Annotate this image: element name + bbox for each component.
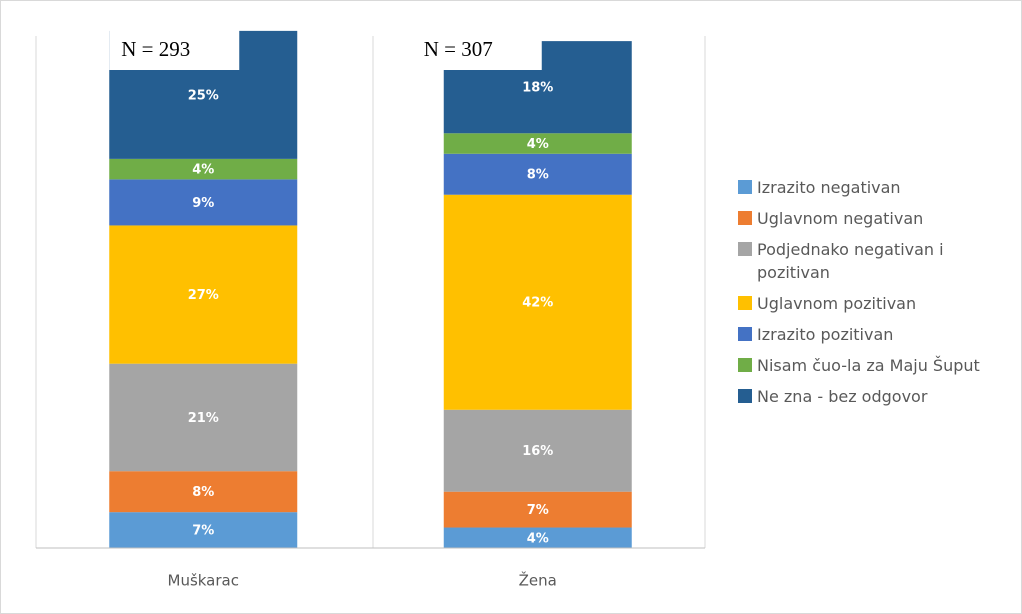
legend-label: Podjednako negativan i pozitivan — [757, 240, 944, 282]
legend-label: Izrazito pozitivan — [757, 325, 894, 344]
bar-segment — [443, 409, 632, 492]
data-label: 25% — [188, 88, 219, 103]
data-label: 18% — [522, 81, 553, 96]
legend-swatch — [738, 389, 752, 403]
bar-segment — [443, 194, 632, 410]
data-label: 21% — [188, 411, 219, 426]
bar-segment — [109, 471, 298, 513]
data-label: 4% — [192, 163, 214, 178]
legend-item: Nisam čuo-la za Maju Šuput — [738, 354, 1013, 377]
bar-segment — [443, 527, 632, 548]
legend-swatch — [738, 296, 752, 310]
legend-item: Uglavnom pozitivan — [738, 292, 1013, 315]
legend-item: Izrazito pozitivan — [738, 323, 1013, 346]
legend-swatch — [738, 242, 752, 256]
bar-segment — [109, 158, 298, 180]
x-tick-label: Žena — [519, 571, 557, 590]
bar-segment — [443, 133, 632, 154]
data-label: 42% — [522, 296, 553, 311]
legend-item: Podjednako negativan i pozitivan — [738, 238, 1013, 284]
legend-swatch — [738, 327, 752, 341]
legend-swatch — [738, 211, 752, 225]
bars: 7% 8% 21% 27% 9% 4% 25% 4% 7% 16% 42% 8% 4% 18% — [109, 30, 632, 548]
legend-swatch — [738, 358, 752, 372]
bar-segment — [443, 491, 632, 528]
data-label: 7% — [527, 503, 549, 518]
legend-item: Izrazito negativan — [738, 176, 1013, 199]
data-label: 8% — [527, 168, 549, 183]
data-label: 16% — [522, 444, 553, 459]
annotation: N = 293 — [121, 37, 190, 61]
data-label: 7% — [192, 524, 214, 539]
annotation-box — [411, 30, 542, 70]
data-label: 8% — [192, 485, 214, 500]
data-label: 9% — [192, 196, 214, 211]
annotation-box — [109, 30, 240, 70]
bar-segment — [109, 512, 298, 548]
legend: Izrazito negativan Uglavnom negativan Podj… — [738, 176, 1013, 416]
legend-swatch — [738, 180, 752, 194]
legend-item: Uglavnom negativan — [738, 207, 1013, 230]
bar-segment — [109, 179, 298, 226]
data-label: 4% — [527, 531, 549, 546]
legend-label: Uglavnom negativan — [757, 209, 924, 228]
legend-label: Uglavnom pozitivan — [757, 294, 917, 313]
legend-label: Nisam čuo-la za Maju Šuput — [757, 356, 980, 375]
bar-segment — [109, 225, 298, 364]
annotation: N = 307 — [424, 37, 493, 61]
data-label: 27% — [188, 288, 219, 303]
data-label: 4% — [527, 137, 549, 152]
legend-label: Ne zna - bez odgovor — [757, 387, 928, 406]
legend-item: Ne zna - bez odgovor — [738, 385, 1013, 408]
bar-segment — [109, 363, 298, 472]
bar-segment — [443, 153, 632, 195]
legend-label: Izrazito negativan — [757, 178, 901, 197]
x-tick-label: Muškarac — [168, 572, 239, 590]
annotations: N = 293 N = 307 — [109, 30, 542, 70]
